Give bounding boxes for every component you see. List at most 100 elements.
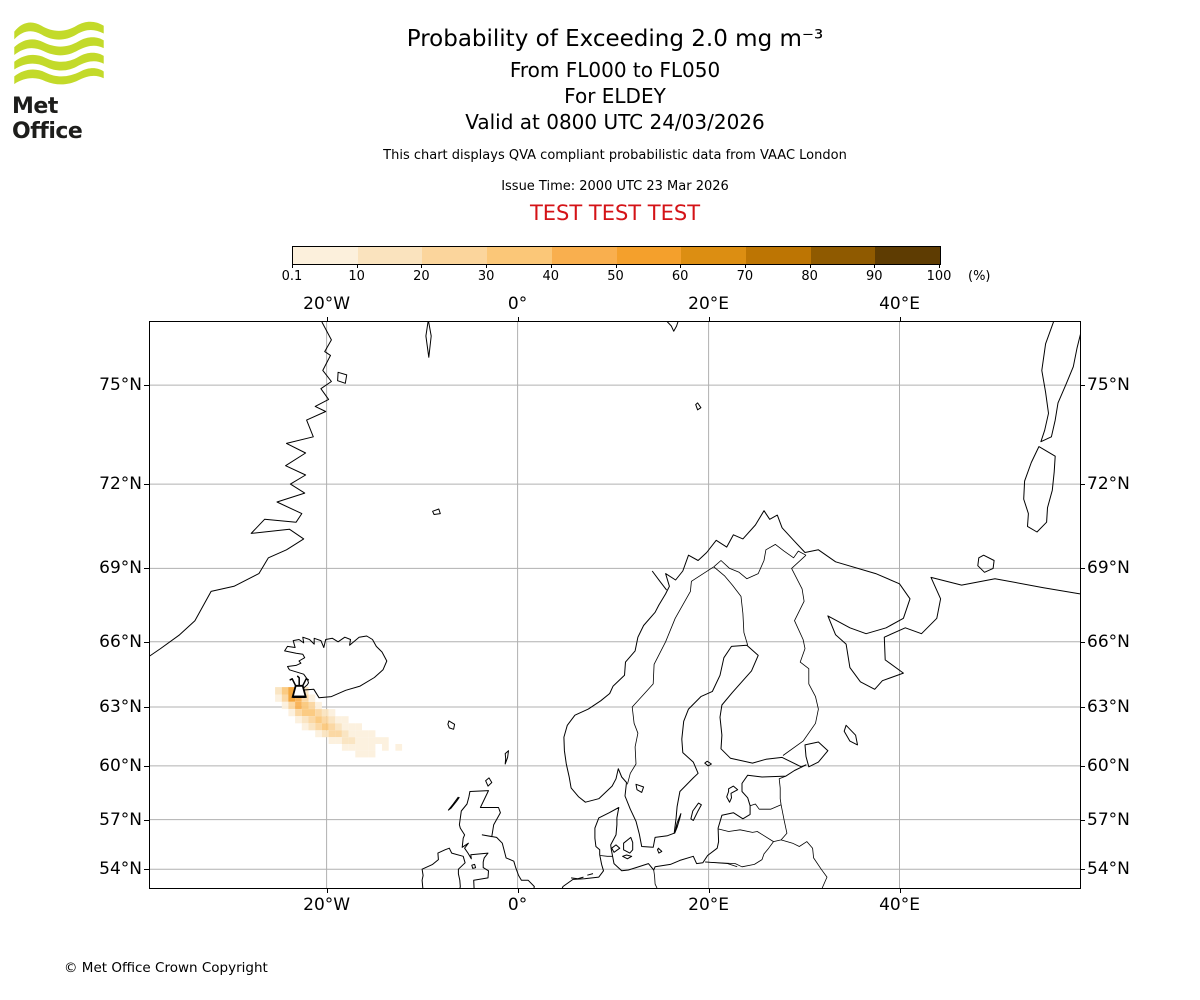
ash-probability-cell: [328, 716, 336, 724]
tick-left: [144, 484, 149, 486]
ash-probability-cell: [328, 709, 336, 717]
lat-label-left: 54°N: [99, 859, 142, 880]
coastline-zealand: [623, 836, 634, 854]
coastline-bear-island: [695, 402, 702, 411]
coastline-estonian-isles: [726, 785, 739, 803]
coastline-lake-vanern: [635, 783, 645, 793]
lat-label-left: 60°N: [99, 755, 142, 776]
border-finland-russia: [782, 554, 819, 756]
colorbar-tick: [680, 264, 682, 268]
border-belarus-russia: [780, 839, 828, 889]
ash-probability-cell: [295, 701, 302, 710]
lat-label-left: 57°N: [99, 809, 142, 830]
border-poland-kaliningrad: [705, 861, 738, 868]
tick-left: [144, 819, 149, 821]
colorbar-tick-label: 40: [542, 269, 560, 284]
ash-probability-cell: [328, 730, 336, 738]
ash-probability-cell: [368, 744, 376, 751]
border-estonia-latvia: [749, 803, 782, 810]
ash-probability-cell: [341, 730, 349, 738]
coastline-greenland-sliver: [425, 319, 432, 358]
ash-probability-cell: [335, 737, 342, 744]
colorbar-segment: [422, 247, 488, 264]
lon-label-bottom: 20°E: [688, 895, 729, 915]
chart-subtitle-valid-time: Valid at 0800 UTC 24/03/2026: [465, 110, 765, 134]
ash-probability-cell: [341, 716, 349, 724]
ash-probability-cell: [321, 730, 329, 738]
ash-probability-cell: [321, 709, 329, 717]
coastline-hebrides: [447, 796, 460, 811]
border-estonia-russia: [778, 775, 787, 805]
tick-right: [1080, 641, 1085, 643]
copyright: © Met Office Crown Copyright: [64, 960, 268, 976]
ash-probability-cell: [341, 737, 349, 744]
ash-probability-cell: [301, 701, 309, 710]
ash-probability-cell: [308, 716, 316, 724]
ash-probability-cell: [368, 750, 376, 758]
ash-probability-cell: [288, 701, 296, 710]
ash-probability-cell: [301, 709, 309, 717]
met-office-logo: Met Office: [12, 18, 112, 144]
tick-left: [144, 385, 149, 387]
colorbar-segment: [616, 247, 682, 264]
coastline-lofoten: [651, 570, 667, 591]
ash-probability-cell: [368, 730, 376, 738]
colorbar-tick-label: 20: [413, 269, 430, 284]
border-baltic-inland: [705, 804, 788, 868]
ash-probability-cell: [321, 723, 329, 731]
ash-probability-cell: [375, 737, 382, 744]
ash-probability-cell: [301, 694, 309, 702]
ash-probability-cell: [341, 744, 349, 751]
ash-probability-cell: [348, 737, 356, 744]
colorbar-segment: [551, 247, 617, 264]
tick-right: [1080, 385, 1085, 387]
border-finland-norway: [713, 544, 807, 580]
ash-probability-cell: [288, 687, 296, 695]
ash-probability-cell: [368, 737, 376, 744]
map-area: [148, 319, 1082, 893]
coastline-jan-mayen: [432, 508, 441, 515]
ash-probability-cell: [288, 709, 296, 717]
colorbar-tick: [292, 264, 293, 268]
colorbar: [292, 246, 941, 265]
lat-label-right: 72°N: [1087, 474, 1130, 495]
coastline-shetland: [504, 750, 509, 765]
met-office-waves-icon: [14, 21, 104, 85]
colorbar-tick: [809, 264, 811, 268]
chart-subtitle-flight-levels: From FL000 to FL050: [509, 58, 721, 82]
coastline-greenland: [148, 321, 332, 657]
lon-label-top: 0°: [507, 294, 528, 314]
ash-probability-cell: [355, 744, 362, 751]
lat-label-left: 72°N: [99, 474, 142, 495]
ash-probability-cell: [295, 694, 302, 702]
coastline-novaya-zemlya-north: [1040, 319, 1082, 443]
ash-probability-cell: [315, 723, 322, 731]
colorbar-segment: [810, 247, 876, 264]
lat-label-right: 57°N: [1087, 809, 1130, 830]
tick-right: [1080, 568, 1085, 570]
ash-probability-cell: [281, 701, 289, 710]
coastline-orkney: [485, 777, 493, 787]
coastline-greenland-isles: [337, 371, 348, 384]
colorbar-segment: [293, 247, 358, 264]
tick-top: [326, 317, 328, 322]
volcano-icon: [289, 675, 309, 698]
coastline-frisian-1: [571, 876, 584, 880]
ash-probability-cell: [335, 730, 342, 738]
lat-label-right: 54°N: [1087, 859, 1130, 880]
colorbar-tick: [421, 264, 423, 268]
lat-label-left: 66°N: [99, 631, 142, 652]
colorbar-tick: [486, 264, 488, 268]
tick-left: [144, 568, 149, 570]
ash-probability-cell: [308, 694, 316, 702]
coastline-faroe: [447, 720, 456, 730]
ash-probability-cell: [315, 701, 322, 710]
chart-header: Probability of Exceeding 2.0 mg m⁻³ From…: [150, 26, 1080, 225]
ash-probability-cell: [275, 694, 282, 702]
coastline-oland: [674, 813, 682, 834]
colorbar-tick-label: 80: [801, 269, 818, 284]
colorbar-unit-label: (%): [968, 269, 991, 284]
colorbar-tick-label: 90: [866, 269, 883, 284]
ash-probability-cell: [348, 723, 356, 731]
tick-right: [1080, 484, 1085, 486]
